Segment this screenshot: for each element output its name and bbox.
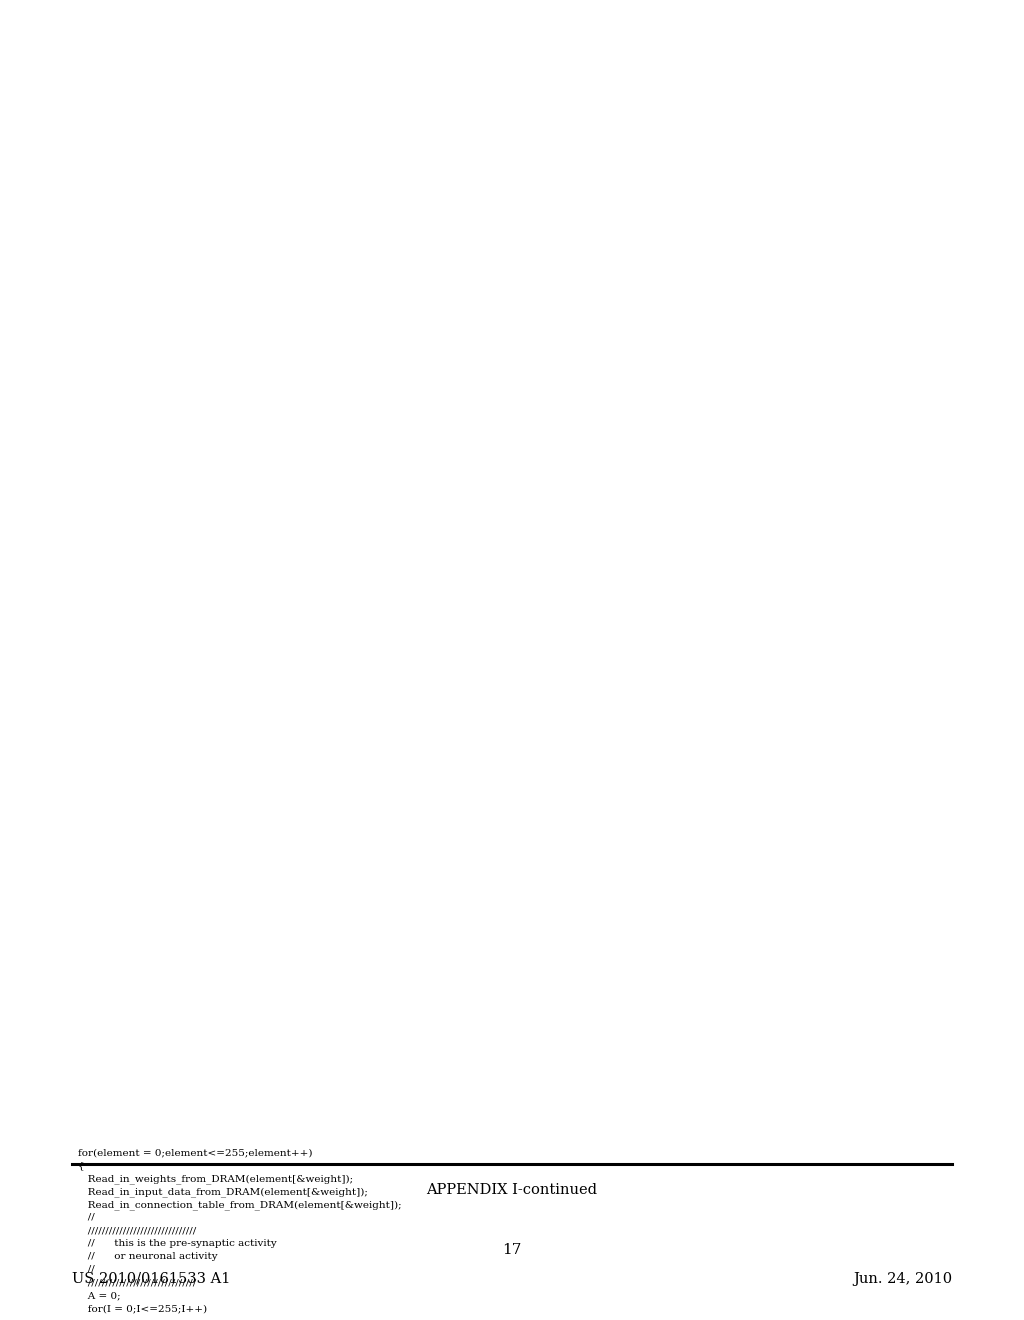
Text: {: { [78,1162,85,1170]
Text: APPENDIX I-continued: APPENDIX I-continued [427,1183,597,1197]
Text: //: // [78,1213,95,1222]
Text: ///////////////////////////////: /////////////////////////////// [78,1226,197,1236]
Text: //      or neuronal activity: // or neuronal activity [78,1251,218,1261]
Text: US 2010/0161533 A1: US 2010/0161533 A1 [72,1272,230,1286]
Text: Read_in_weights_from_DRAM(element[&weight]);: Read_in_weights_from_DRAM(element[&weigh… [78,1173,353,1184]
Text: 17: 17 [503,1243,521,1257]
Text: for(element = 0;element<=255;element++): for(element = 0;element<=255;element++) [78,1148,312,1158]
Text: Read_in_input_data_from_DRAM(element[&weight]);: Read_in_input_data_from_DRAM(element[&we… [78,1187,368,1197]
Text: //      this is the pre-synaptic activity: // this is the pre-synaptic activity [78,1239,276,1247]
Text: for(I = 0;I<=255;I++): for(I = 0;I<=255;I++) [78,1304,207,1313]
Text: Jun. 24, 2010: Jun. 24, 2010 [853,1272,952,1286]
Text: Read_in_connection_table_from_DRAM(element[&weight]);: Read_in_connection_table_from_DRAM(eleme… [78,1200,401,1210]
Text: //: // [78,1265,95,1274]
Text: ///////////////////////////////: /////////////////////////////// [78,1278,197,1287]
Text: A = 0;: A = 0; [78,1291,121,1300]
